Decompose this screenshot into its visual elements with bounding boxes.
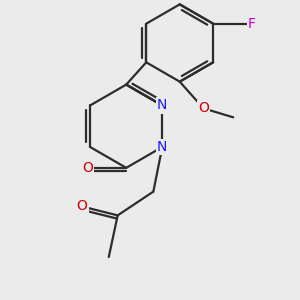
Text: F: F bbox=[248, 17, 256, 31]
Text: N: N bbox=[157, 140, 167, 154]
Text: N: N bbox=[157, 98, 167, 112]
Text: O: O bbox=[82, 161, 93, 175]
Text: O: O bbox=[198, 101, 209, 116]
Text: O: O bbox=[76, 200, 87, 214]
